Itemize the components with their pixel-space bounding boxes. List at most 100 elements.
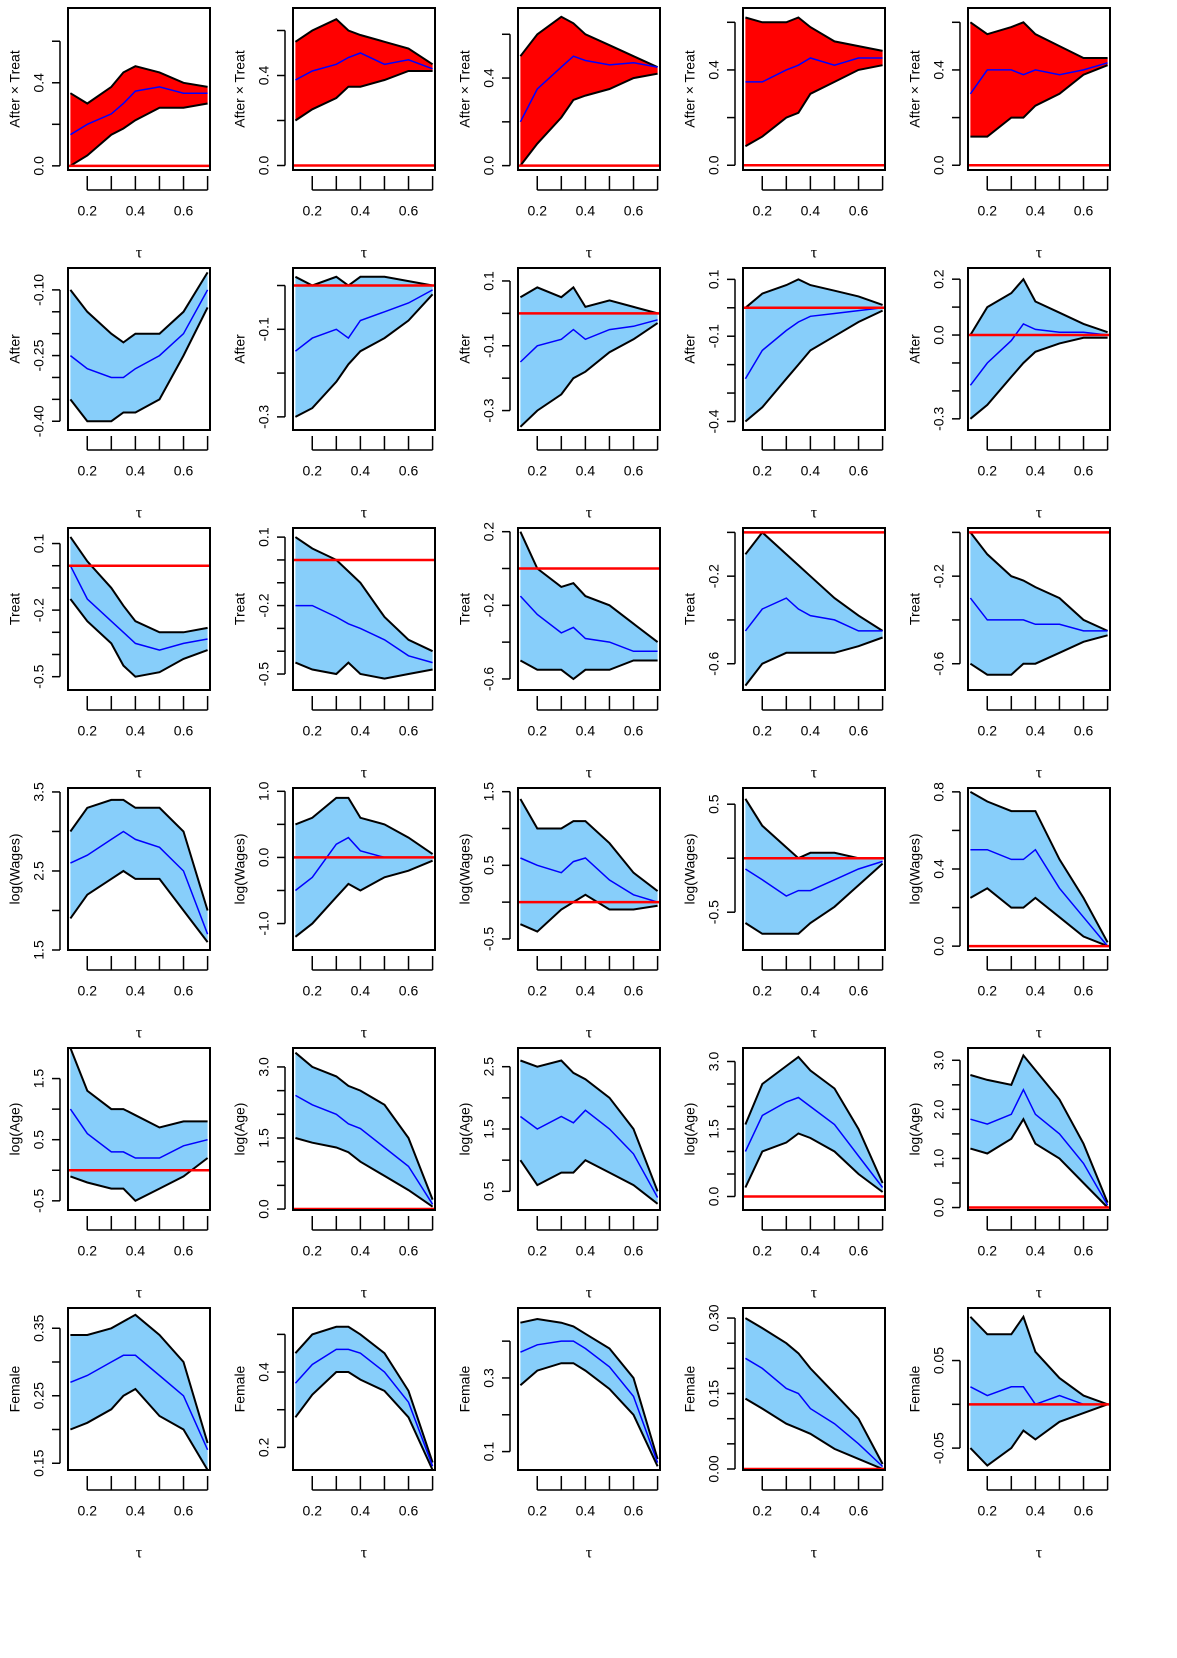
confidence-band bbox=[520, 287, 658, 427]
y-tick-label: 0.35 bbox=[31, 1314, 47, 1341]
x-tick-label: 0.2 bbox=[753, 203, 773, 219]
x-tick-label: 0.6 bbox=[624, 723, 644, 739]
panel: 0.2 0.4 0.6 τ 0.0 0.4 After × Treat bbox=[682, 7, 886, 262]
x-tick-label: 0.4 bbox=[351, 203, 371, 219]
panel: 0.2 0.4 0.6 τ -0.6 -0.2 0.2 Treat bbox=[457, 522, 661, 782]
plot-area bbox=[519, 1059, 659, 1205]
x-tick-label: 0.2 bbox=[528, 463, 548, 479]
y-tick-label: 0.0 bbox=[706, 1187, 722, 1207]
x-tick-label: 0.4 bbox=[351, 463, 371, 479]
x-tick-label: 0.2 bbox=[753, 1243, 773, 1259]
y-tick-label: 0.0 bbox=[931, 1198, 947, 1218]
lower-bound bbox=[969, 1403, 1108, 1467]
plot-frame bbox=[292, 1307, 436, 1471]
plot-frame bbox=[742, 527, 886, 691]
x-tick-label: 0.6 bbox=[624, 463, 644, 479]
x-tick-label: 0.6 bbox=[399, 203, 419, 219]
y-tick-label: 0.0 bbox=[931, 936, 947, 956]
x-tick-label: 0.2 bbox=[978, 203, 998, 219]
x-tick-label: 0.4 bbox=[801, 463, 821, 479]
panel: 0.2 0.4 0.6 τ -0.5 -0.2 0.1 Treat bbox=[232, 527, 436, 782]
y-tick-label: 1.5 bbox=[481, 1119, 497, 1139]
lower-bound bbox=[294, 70, 433, 122]
plot-frame bbox=[67, 527, 211, 691]
lower-bound bbox=[969, 887, 1108, 948]
x-tick-label: 0.6 bbox=[1074, 983, 1094, 999]
panel: 0.2 0.4 0.6 τ 0.00 0.15 0.30 Female bbox=[682, 1304, 886, 1562]
panel: 0.2 0.4 0.6 τ 0.0 1.0 2.0 3.0 log(Age) bbox=[907, 1047, 1111, 1302]
plot-frame bbox=[742, 7, 886, 171]
lower-bound bbox=[519, 1362, 659, 1467]
y-tick-label: 0.1 bbox=[481, 1442, 497, 1462]
estimate-line bbox=[294, 289, 433, 352]
lower-bound bbox=[744, 309, 884, 423]
panel: 0.2 0.4 0.6 τ -0.3 -0.1 0.1 After bbox=[457, 267, 661, 522]
estimate-line bbox=[970, 848, 1109, 947]
x-tick-label: 0.4 bbox=[351, 723, 371, 739]
x-tick-label: 0.2 bbox=[303, 723, 323, 739]
plot-frame bbox=[292, 787, 436, 951]
x-tick-label: 0.6 bbox=[849, 463, 869, 479]
x-tick-label: 0.6 bbox=[399, 1503, 419, 1519]
x-tick-label: 0.6 bbox=[174, 1243, 194, 1259]
x-tick-label: 0.6 bbox=[849, 723, 869, 739]
x-tick-label: 0.2 bbox=[528, 1503, 548, 1519]
confidence-band bbox=[295, 19, 433, 121]
panel: 0.2 0.4 0.6 τ 0.1 0.3 Female bbox=[457, 1307, 661, 1562]
y-tick-label: -0.5 bbox=[256, 662, 272, 686]
x-tick-label: 0.4 bbox=[351, 1503, 371, 1519]
panel: 0.2 0.4 0.6 τ 0.0 0.4 After × Treat bbox=[232, 7, 436, 262]
x-tick-label: 0.2 bbox=[303, 1503, 323, 1519]
x-axis-label: τ bbox=[1036, 1545, 1043, 1562]
plot-frame bbox=[967, 787, 1111, 951]
panel: 0.2 0.4 0.6 τ -0.5 0.5 1.5 log(Age) bbox=[7, 1047, 211, 1302]
x-tick-label: 0.6 bbox=[399, 463, 419, 479]
estimate-line bbox=[520, 1340, 659, 1463]
y-axis-label: log(Age) bbox=[907, 1103, 923, 1156]
x-axis-label: τ bbox=[1036, 245, 1043, 262]
plot-frame bbox=[967, 7, 1111, 171]
estimate-line bbox=[969, 62, 1108, 95]
x-axis-label: τ bbox=[136, 1285, 143, 1302]
plot-area bbox=[294, 1325, 434, 1470]
x-tick-label: 0.2 bbox=[78, 203, 98, 219]
estimate-line bbox=[519, 319, 658, 363]
upper-bound bbox=[744, 1055, 884, 1184]
confidence-band bbox=[70, 66, 208, 166]
confidence-band bbox=[70, 799, 208, 943]
y-tick-label: -0.6 bbox=[481, 667, 497, 691]
confidence-band bbox=[745, 532, 883, 686]
x-tick-label: 0.6 bbox=[174, 203, 194, 219]
x-tick-label: 0.2 bbox=[978, 983, 998, 999]
upper-bound bbox=[969, 277, 1108, 336]
y-tick-label: 1.5 bbox=[481, 782, 497, 802]
x-tick-label: 0.4 bbox=[351, 983, 371, 999]
panel: 0.2 0.4 0.6 τ -0.3 0.0 0.2 After bbox=[907, 267, 1111, 522]
y-tick-label: -0.40 bbox=[31, 405, 47, 437]
x-tick-label: 0.2 bbox=[303, 463, 323, 479]
y-tick-label: -0.6 bbox=[931, 651, 947, 675]
y-tick-label: 0.0 bbox=[256, 156, 272, 176]
y-tick-label: -1.0 bbox=[256, 911, 272, 935]
plot-frame bbox=[517, 7, 661, 171]
x-tick-label: 0.4 bbox=[801, 1503, 821, 1519]
y-tick-label: 0.0 bbox=[31, 156, 47, 176]
lower-bound bbox=[969, 336, 1108, 420]
x-tick-label: 0.6 bbox=[174, 463, 194, 479]
plot-frame bbox=[517, 267, 661, 431]
panel: 0.2 0.4 0.6 τ 0.5 1.5 2.5 log(Age) bbox=[457, 1047, 661, 1302]
x-tick-label: 0.6 bbox=[849, 203, 869, 219]
plot-area bbox=[743, 798, 885, 935]
y-axis-label: log(Age) bbox=[7, 1103, 23, 1156]
panel: 0.2 0.4 0.6 τ -0.5 -0.2 0.1 Treat bbox=[7, 527, 211, 782]
x-tick-label: 0.4 bbox=[126, 723, 146, 739]
x-axis-label: τ bbox=[811, 1285, 818, 1302]
x-tick-label: 0.2 bbox=[753, 1503, 773, 1519]
x-tick-label: 0.2 bbox=[753, 723, 773, 739]
y-axis-label: After bbox=[457, 334, 473, 364]
confidence-band bbox=[745, 279, 883, 422]
y-tick-label: 0.3 bbox=[481, 1368, 497, 1388]
panel: 0.2 0.4 0.6 τ -0.5 0.5 1.5 log(Wages) bbox=[457, 782, 661, 1042]
